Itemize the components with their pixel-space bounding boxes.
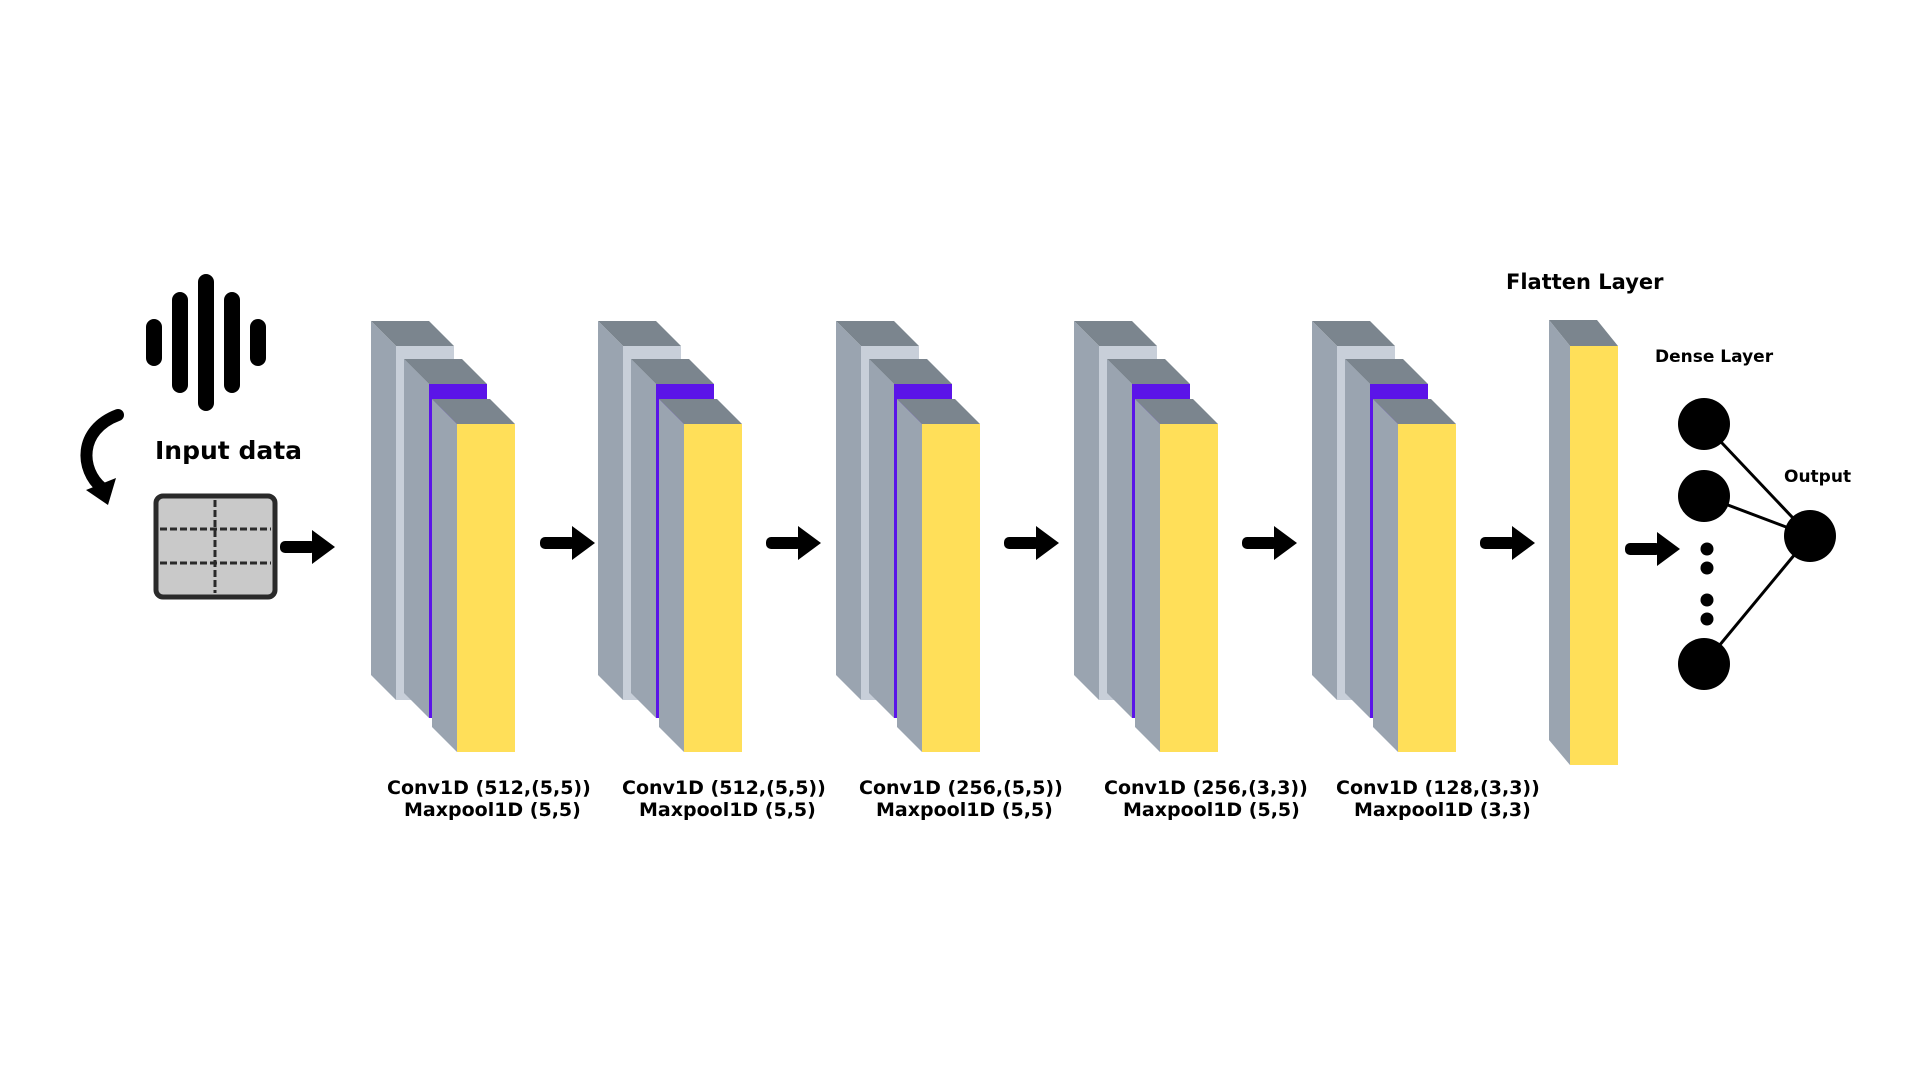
dense-neuron bbox=[1678, 470, 1730, 522]
data-grid-icon bbox=[153, 493, 278, 600]
flatten-layer-block bbox=[1549, 320, 1618, 765]
front-slab bbox=[897, 399, 980, 752]
conv-block-3 bbox=[836, 321, 980, 752]
conv-block-5 bbox=[1312, 321, 1456, 752]
block-4-pool-label: Maxpool1D (5,5) bbox=[1123, 799, 1300, 821]
flow-arrow-4 bbox=[1004, 526, 1059, 560]
dense-neuron bbox=[1678, 638, 1730, 690]
block-5-pool-label: Maxpool1D (3,3) bbox=[1354, 799, 1531, 821]
output-neuron bbox=[1784, 510, 1836, 562]
dense-layer-label: Dense Layer bbox=[1655, 347, 1774, 367]
block-4-conv-label: Conv1D (256,(3,3)) bbox=[1104, 777, 1308, 799]
ellipsis-dot bbox=[1700, 542, 1714, 556]
block-1-conv-label: Conv1D (512,(5,5)) bbox=[387, 777, 591, 799]
ellipsis-dot bbox=[1700, 593, 1714, 607]
flow-arrow-5 bbox=[1242, 526, 1297, 560]
front-slab bbox=[432, 399, 515, 752]
output-label: Output bbox=[1784, 467, 1851, 487]
dense-neuron bbox=[1678, 398, 1730, 450]
curved-arrow-icon bbox=[80, 409, 124, 505]
block-1-pool-label: Maxpool1D (5,5) bbox=[404, 799, 581, 821]
flatten-layer-label: Flatten Layer bbox=[1506, 270, 1664, 294]
input-data-label: Input data bbox=[155, 436, 302, 465]
front-slab bbox=[1373, 399, 1456, 752]
front-slab bbox=[659, 399, 742, 752]
dense-layer-neurons bbox=[1678, 398, 1730, 690]
block-5-conv-label: Conv1D (128,(3,3)) bbox=[1336, 777, 1540, 799]
conv-block-1 bbox=[371, 321, 515, 752]
flow-arrow-6 bbox=[1480, 526, 1535, 560]
sound-wave-icon bbox=[146, 274, 266, 411]
block-3-pool-label: Maxpool1D (5,5) bbox=[876, 799, 1053, 821]
flow-arrow-1 bbox=[280, 530, 335, 564]
flow-arrow-3 bbox=[766, 526, 821, 560]
conv-block-2 bbox=[598, 321, 742, 752]
block-2-pool-label: Maxpool1D (5,5) bbox=[639, 799, 816, 821]
flow-arrow-7 bbox=[1625, 532, 1680, 566]
conv-block-4 bbox=[1074, 321, 1218, 752]
front-slab bbox=[1135, 399, 1218, 752]
ellipsis-dot bbox=[1700, 612, 1714, 626]
block-2-conv-label: Conv1D (512,(5,5)) bbox=[622, 777, 826, 799]
block-3-conv-label: Conv1D (256,(5,5)) bbox=[859, 777, 1063, 799]
flow-arrow-2 bbox=[540, 526, 595, 560]
ellipsis-dot bbox=[1700, 561, 1714, 575]
